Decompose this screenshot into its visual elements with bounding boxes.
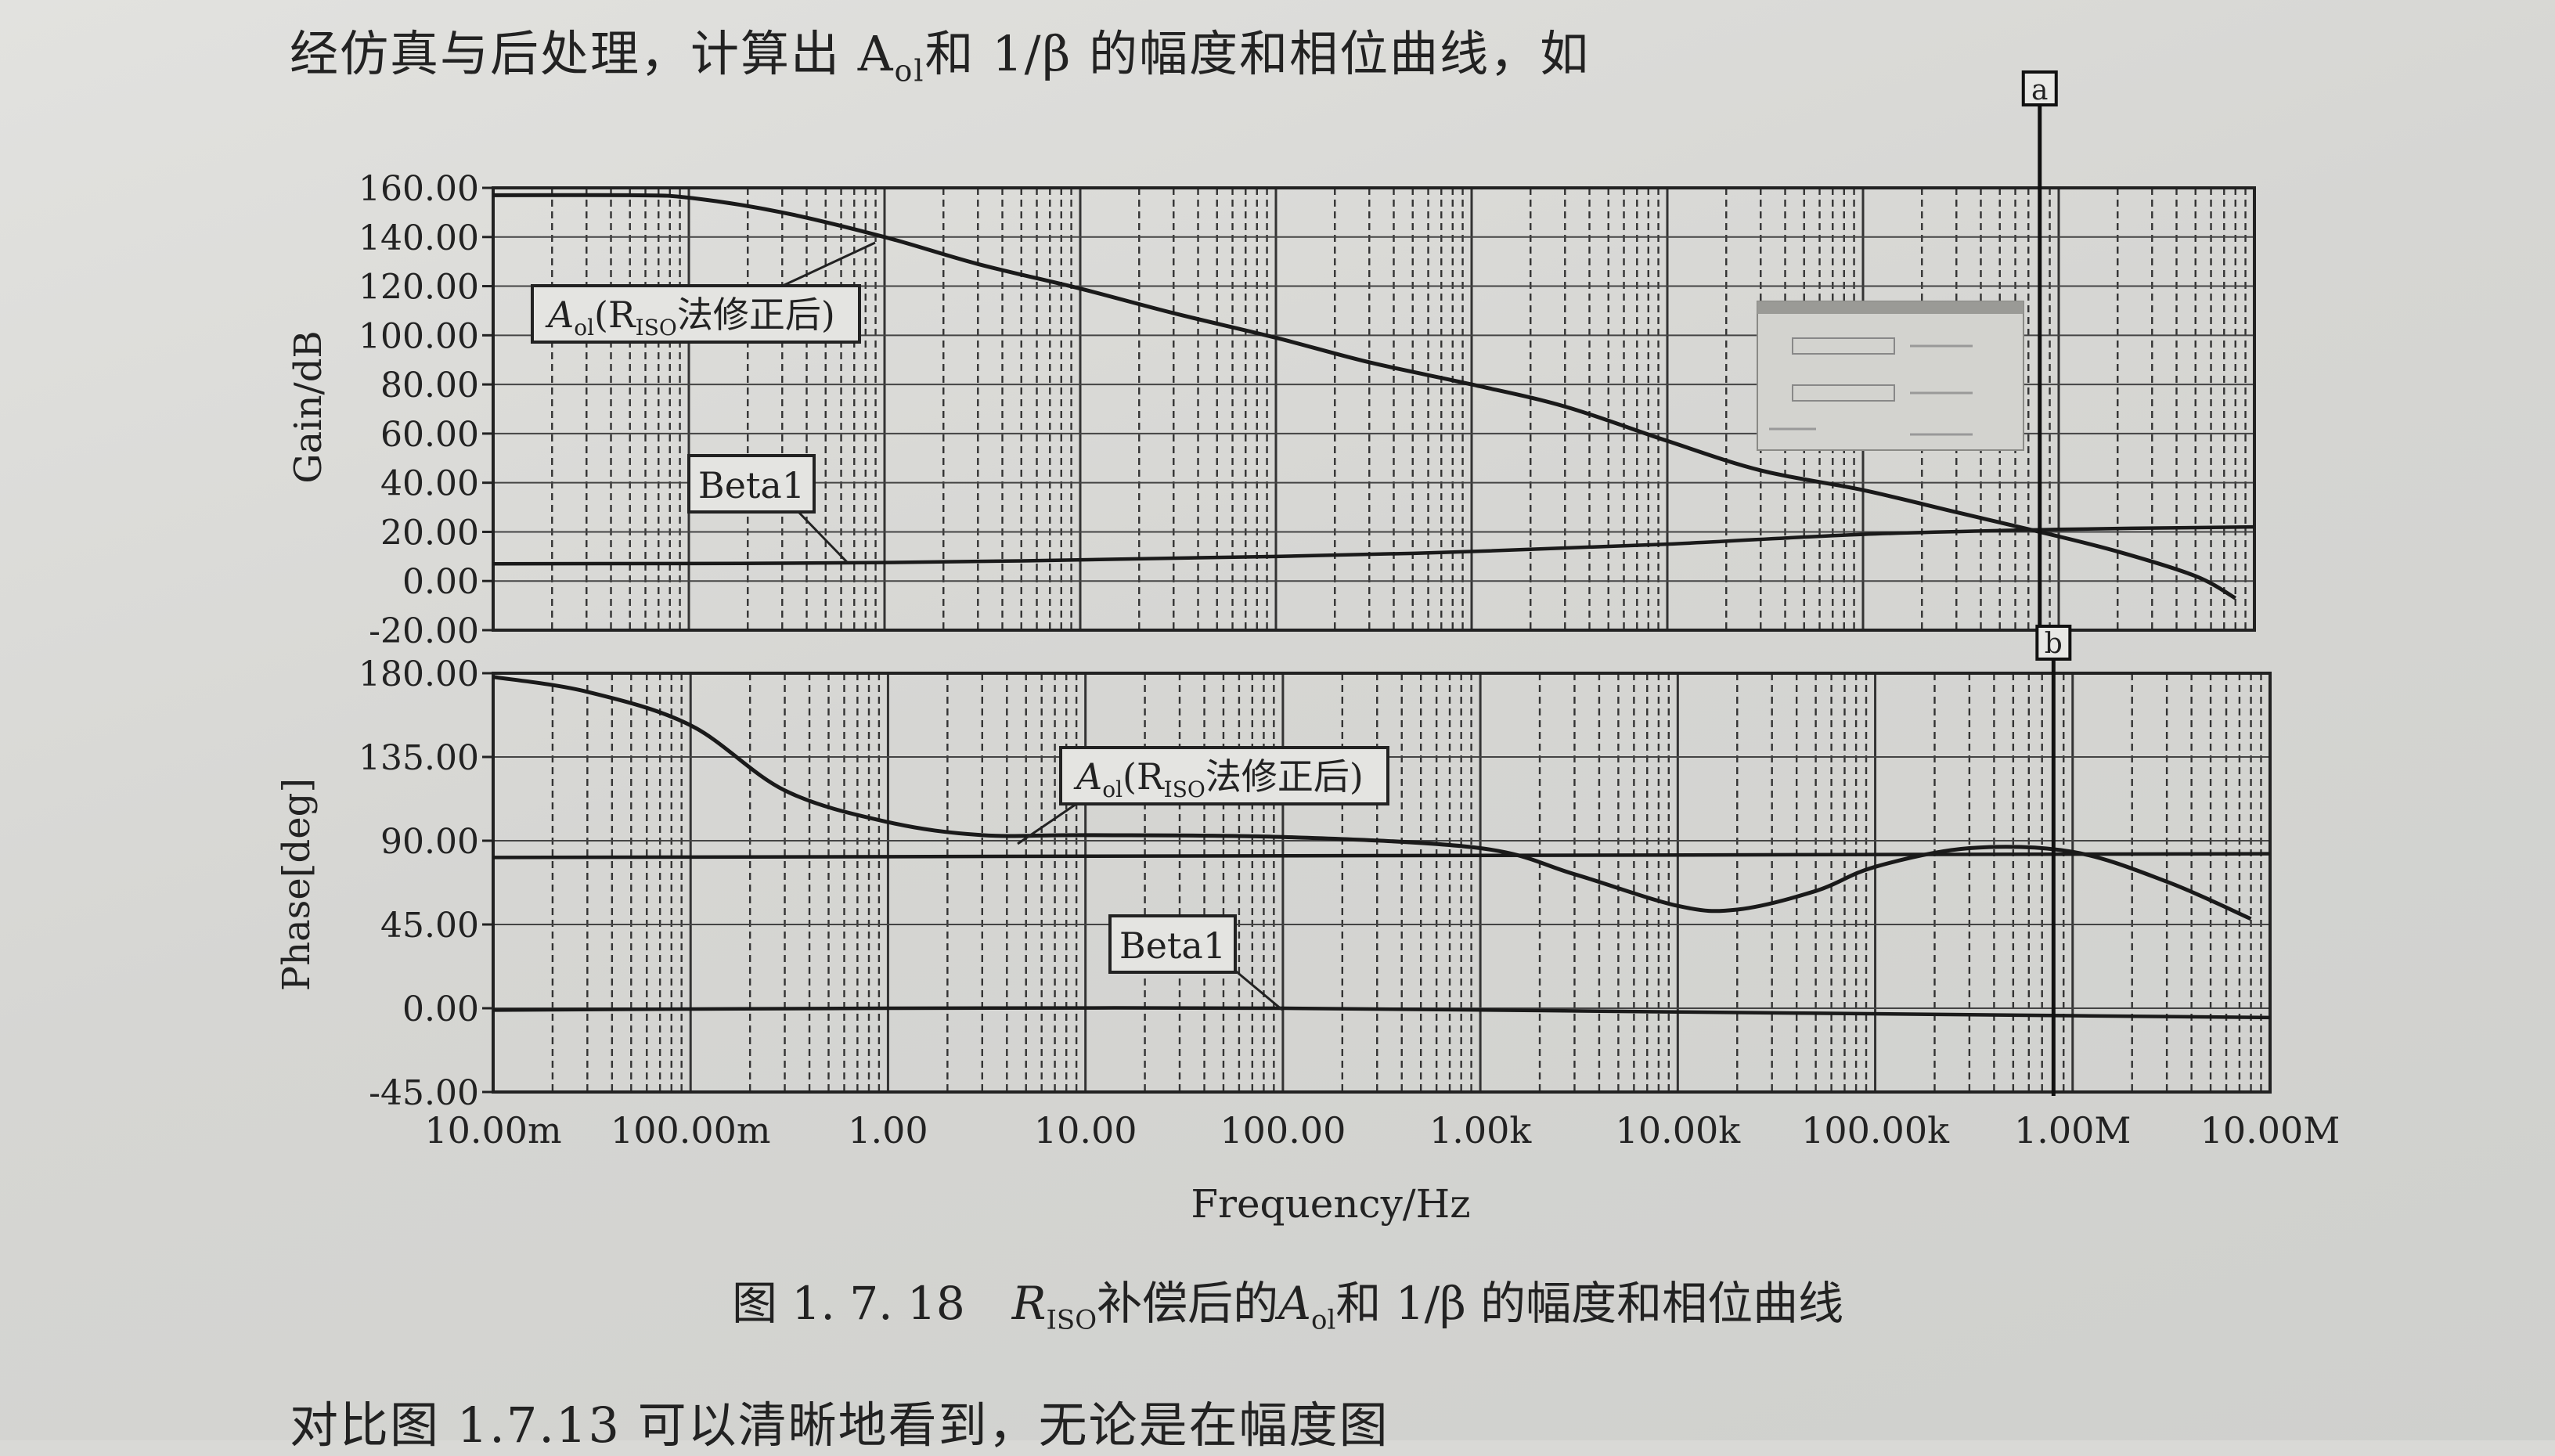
gain-y-tick-label: 60.00	[380, 415, 479, 455]
svg-text:Beta1: Beta1	[1119, 924, 1226, 967]
phase-y-tick-label: 180.00	[359, 654, 479, 694]
phase-y-tick-label: -45.00	[369, 1073, 479, 1113]
x-tick-label: 10.00M	[2200, 1109, 2341, 1151]
x-tick-label: 100.00k	[1801, 1109, 1950, 1151]
phase-series-reference	[492, 852, 2271, 860]
gain-y-axis-label: Gain/dB	[286, 330, 330, 483]
x-tick-label: 10.00m	[424, 1109, 561, 1151]
gain-y-tick-label: 140.00	[359, 218, 479, 258]
cursor-readout-window[interactable]	[1757, 301, 2024, 451]
x-tick-label: 100.00m	[611, 1109, 771, 1151]
gain-y-tick-label: 80.00	[380, 366, 479, 405]
figure-caption: 图 1. 7. 18 RISO补偿后的Aol和 1/β 的幅度和相位曲线	[732, 1277, 1844, 1336]
gain-y-tick-label: 20.00	[380, 513, 479, 553]
x-axis-label: Frequency/Hz	[1191, 1181, 1470, 1227]
gain-beta-label: Beta1	[687, 454, 816, 514]
phase-y-tick-label: 90.00	[380, 822, 479, 862]
phase-beta-arrow	[1234, 969, 1283, 1011]
svg-text:a: a	[2031, 74, 2048, 106]
phase-series-aol-riso-	[492, 675, 2252, 921]
gain-y-tick-label: 160.00	[359, 169, 479, 209]
gain-y-tick-label: 100.00	[359, 316, 479, 356]
gain-plot-frame	[492, 186, 2256, 632]
gain-series-beta1	[492, 524, 2255, 566]
x-tick-label: 1.00	[848, 1109, 928, 1151]
phase-y-axis-label: Phase[deg]	[275, 778, 319, 991]
top-body-text: 经仿真与后处理，计算出 Aol和 1/β 的幅度和相位曲线，如	[290, 25, 1591, 88]
phase-plot-frame	[492, 672, 2272, 1094]
x-tick-label: 1.00M	[2014, 1109, 2132, 1151]
phase-beta-label: Beta1	[1108, 914, 1237, 974]
gain-y-ticks: 160.00 140.00 120.00 100.00 80.00 60.00 40.00 2…	[359, 169, 493, 651]
svg-text:b: b	[2045, 628, 2063, 660]
phase-aol-label: Aol(RISO法修正后)	[1059, 746, 1389, 805]
x-tick-label: 10.00	[1034, 1109, 1137, 1151]
phase-grid	[492, 672, 2270, 1093]
gain-plot: 160.00 140.00 120.00 100.00 80.00 60.00 40.00 2…	[286, 70, 2256, 651]
svg-text:Aol(RISO法修正后): Aol(RISO法修正后)	[545, 294, 835, 341]
gain-y-tick-label: -20.00	[369, 611, 479, 651]
cursor-b-marker[interactable]: b	[2035, 625, 2072, 661]
gain-y-tick-label: 0.00	[402, 562, 479, 602]
gain-aol-arrow	[782, 241, 876, 287]
phase-aol-arrow	[1017, 802, 1077, 845]
gain-y-tick-label: 40.00	[380, 464, 479, 504]
phase-y-ticks: 180.00 135.00 90.00 45.00 0.00 -45.00	[359, 654, 493, 1113]
gain-y-tick-label: 120.00	[359, 268, 479, 308]
svg-text:Aol(RISO法修正后): Aol(RISO法修正后)	[1073, 755, 1364, 802]
svg-text:Beta1: Beta1	[698, 464, 805, 506]
x-tick-label: 10.00k	[1616, 1109, 1742, 1151]
gain-series	[492, 193, 2255, 600]
bottom-body-text: 对比图 1.7.13 可以清晰地看到，无论是在幅度图	[290, 1397, 1389, 1454]
x-tick-label: 1.00k	[1429, 1109, 1532, 1151]
phase-y-tick-label: 0.00	[402, 989, 479, 1029]
phase-y-tick-label: 135.00	[359, 738, 479, 778]
phase-series	[492, 675, 2271, 1020]
x-tick-label: 100.00	[1220, 1109, 1346, 1151]
gain-beta-arrow	[797, 510, 849, 564]
phase-series-beta1	[492, 1006, 2271, 1020]
gain-series-aol-riso-	[492, 193, 2237, 600]
cursor-a-marker[interactable]: a	[2021, 70, 2058, 106]
phase-y-tick-label: 45.00	[380, 906, 479, 946]
gain-aol-label: Aol(RISO法修正后)	[531, 284, 861, 344]
gain-grid	[492, 187, 2254, 631]
phase-x-ticks: 10.00m 100.00m 1.00 10.00 100.00 1.00k 10.00k 1…	[424, 1109, 2340, 1151]
